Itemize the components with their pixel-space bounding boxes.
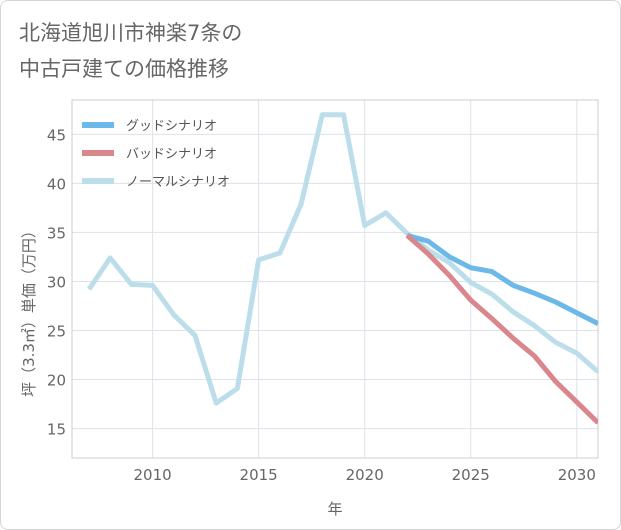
x-tick-label: 2020: [346, 466, 384, 484]
x-tick-label: 2030: [558, 466, 596, 484]
grid: [72, 100, 598, 458]
good-scenario-line: [406, 232, 598, 326]
y-tick-label: 15: [47, 421, 66, 439]
legend-item-good[interactable]: グッドシナリオ: [82, 119, 217, 134]
y-tick-label: 45: [47, 126, 66, 144]
legend-item-bad[interactable]: バッドシナリオ: [82, 147, 217, 162]
legend-item-normal[interactable]: ノーマルシナリオ: [82, 175, 230, 190]
legend-label: バッドシナリオ: [126, 147, 217, 162]
y-tick-label: 20: [47, 372, 66, 390]
y-tick-label: 40: [47, 175, 66, 193]
y-tick-label: 30: [47, 273, 66, 291]
legend-label: グッドシナリオ: [126, 119, 217, 134]
x-axis-label: 年: [327, 500, 342, 518]
chart-title-line-1: 北海道旭川市神楽7条の: [19, 21, 243, 45]
plot-area-border: [71, 99, 599, 459]
chart-title-line-2: 中古戸建ての価格推移: [19, 57, 229, 81]
chart-title: 北海道旭川市神楽7条の 中古戸建ての価格推移: [19, 15, 242, 87]
x-tick-label: 2010: [134, 466, 172, 484]
y-tick-label: 25: [47, 322, 66, 340]
y-tick-label: 35: [47, 224, 66, 242]
normal-scenario-line: [86, 112, 598, 406]
series-lines: [86, 112, 598, 425]
x-tick-label: 2025: [452, 466, 490, 484]
bad-scenario-line: [405, 233, 598, 425]
y-axis-label: 坪（3.3㎡）単価（万円）: [20, 223, 38, 397]
x-tick-label: 2015: [240, 466, 278, 484]
legend-label: ノーマルシナリオ: [126, 175, 230, 190]
